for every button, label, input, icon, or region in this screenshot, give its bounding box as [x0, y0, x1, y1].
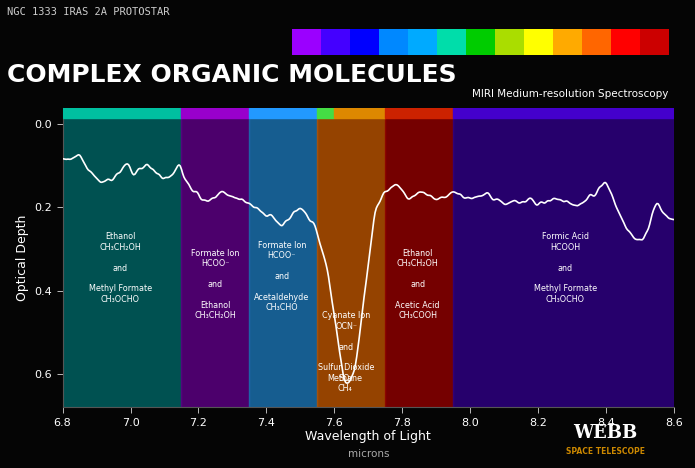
Text: SPACE TELESCOPE: SPACE TELESCOPE	[566, 447, 645, 456]
Bar	[437, 29, 466, 55]
X-axis label: Wavelength of Light: Wavelength of Light	[306, 431, 431, 443]
Bar	[181, 108, 250, 407]
Bar	[611, 29, 640, 55]
Text: Cyanate Ion
OCN⁻

and

Sulfur Dioxide
SO₂: Cyanate Ion OCN⁻ and Sulfur Dioxide SO₂	[318, 312, 375, 383]
Bar	[321, 29, 350, 55]
Bar	[250, 108, 318, 407]
Bar	[63, 108, 181, 407]
Y-axis label: Optical Depth: Optical Depth	[16, 214, 28, 300]
Bar	[495, 29, 524, 55]
Bar	[334, 108, 385, 118]
Text: Ethanol
CH₃CH₂OH

and

Methyl Formate
CH₃OCHO: Ethanol CH₃CH₂OH and Methyl Formate CH₃O…	[89, 233, 152, 304]
Bar	[466, 29, 495, 55]
Bar	[318, 108, 385, 407]
Bar	[408, 29, 437, 55]
Bar	[553, 29, 582, 55]
Bar	[292, 29, 321, 55]
Text: Formate Ion
HCOO⁻

and

Ethanol
CH₃CH₂OH: Formate Ion HCOO⁻ and Ethanol CH₃CH₂OH	[191, 249, 240, 321]
Bar	[453, 108, 674, 407]
Bar	[582, 29, 611, 55]
Text: Formic Acid
HCOOH

and

Methyl Formate
CH₃OCHO: Formic Acid HCOOH and Methyl Formate CH₃…	[534, 233, 597, 304]
Text: Ethanol
CH₃CH₂OH

and

Acetic Acid
CH₃COOH: Ethanol CH₃CH₂OH and Acetic Acid CH₃COOH	[395, 249, 440, 321]
Text: WEBB: WEBB	[573, 424, 637, 442]
Bar	[350, 29, 379, 55]
Text: COMPLEX ORGANIC MOLECULES: COMPLEX ORGANIC MOLECULES	[7, 63, 457, 88]
Bar	[385, 108, 453, 407]
Text: Formate Ion
HCOO⁻

and

Acetaldehyde
CH₃CHO: Formate Ion HCOO⁻ and Acetaldehyde CH₃CH…	[254, 241, 309, 312]
Text: microns: microns	[348, 449, 389, 459]
Bar	[318, 108, 334, 118]
Bar	[385, 108, 453, 118]
Bar	[640, 29, 669, 55]
Bar	[250, 108, 318, 118]
Text: Methane
CH₄: Methane CH₄	[327, 374, 362, 393]
Bar	[181, 108, 250, 118]
Text: MIRI Medium-resolution Spectroscopy: MIRI Medium-resolution Spectroscopy	[472, 88, 668, 99]
Bar	[453, 108, 674, 118]
Bar	[379, 29, 408, 55]
Text: NGC 1333 IRAS 2A PROTOSTAR: NGC 1333 IRAS 2A PROTOSTAR	[7, 7, 170, 17]
Bar	[63, 108, 181, 118]
Bar	[524, 29, 553, 55]
